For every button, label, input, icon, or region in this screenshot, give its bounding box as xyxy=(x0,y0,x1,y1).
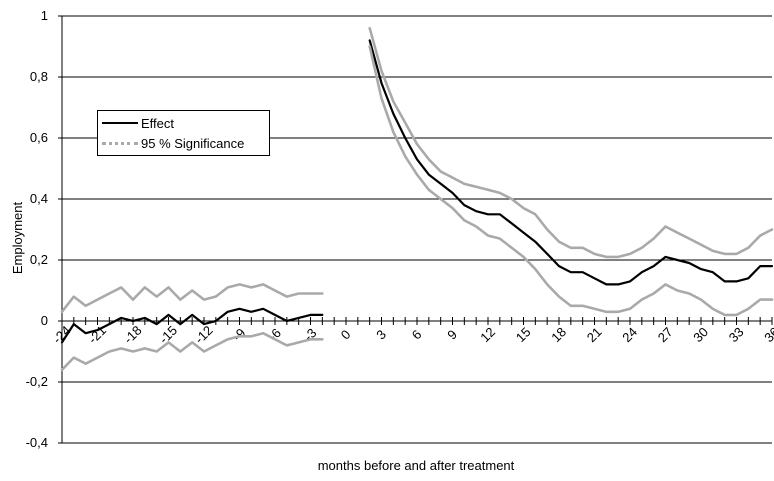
x-tick-label: 3 xyxy=(373,327,389,343)
x-tick-label: 15 xyxy=(513,324,534,345)
x-tick-label: 33 xyxy=(726,324,747,345)
y-tick-label: -0,4 xyxy=(26,435,48,450)
x-tick-label: 12 xyxy=(477,324,498,345)
x-tick-label: 0 xyxy=(338,327,354,343)
x-tick-label: 36 xyxy=(761,324,774,345)
x-axis-label: months before and after treatment xyxy=(318,458,515,473)
significance-band-line-1 xyxy=(60,331,324,372)
legend-swatch-significance xyxy=(102,141,138,145)
x-tick-label: 27 xyxy=(655,324,676,345)
y-axis-tick-labels: -0,4 -0,2 0 0,2 0,4 0,6 0,8 1 xyxy=(26,8,62,450)
series-layer xyxy=(60,26,774,372)
legend-swatch-effect xyxy=(102,122,138,124)
x-tick-label: -12 xyxy=(192,323,216,347)
x-tick-label: -18 xyxy=(121,323,145,347)
x-axis-tick-labels: -24 -21 -18 -15 -12 -9 -6 -3 0 3 6 9 12 15 18 21 24 27 30 3… xyxy=(50,323,774,347)
significance-band-line-2 xyxy=(368,26,774,259)
x-tick-label: 30 xyxy=(690,324,711,345)
y-axis-label: Employment xyxy=(10,201,25,274)
x-tick-label: 21 xyxy=(584,324,605,345)
x-tick-label: 18 xyxy=(548,324,569,345)
effect-line-segment-0 xyxy=(60,307,324,344)
legend-item-effect: Effect xyxy=(102,114,174,132)
gridlines xyxy=(62,15,772,444)
significance-band-line-3 xyxy=(368,45,774,317)
legend-item-significance: 95 % Significance xyxy=(102,134,244,152)
legend-label-significance: 95 % Significance xyxy=(141,135,245,151)
x-tick-label: -9 xyxy=(230,325,249,344)
legend-label-effect: Effect xyxy=(141,115,175,131)
y-tick-label: 0 xyxy=(41,313,48,328)
x-tick-label: 24 xyxy=(619,324,640,345)
x-tick-label: 9 xyxy=(444,327,460,343)
y-tick-label: 0,6 xyxy=(30,130,48,145)
y-tick-label: 1 xyxy=(41,8,48,23)
y-tick-label: 0,2 xyxy=(30,252,48,267)
legend: Effect 95 % Significance xyxy=(97,110,270,156)
y-tick-label: 0,4 xyxy=(30,191,48,206)
significance-band-line-0 xyxy=(60,283,324,314)
y-tick-label: 0,8 xyxy=(30,69,48,84)
x-tick-label: 6 xyxy=(409,327,425,343)
y-tick-label: -0,2 xyxy=(26,374,48,389)
effect-line-segment-1 xyxy=(368,39,774,286)
